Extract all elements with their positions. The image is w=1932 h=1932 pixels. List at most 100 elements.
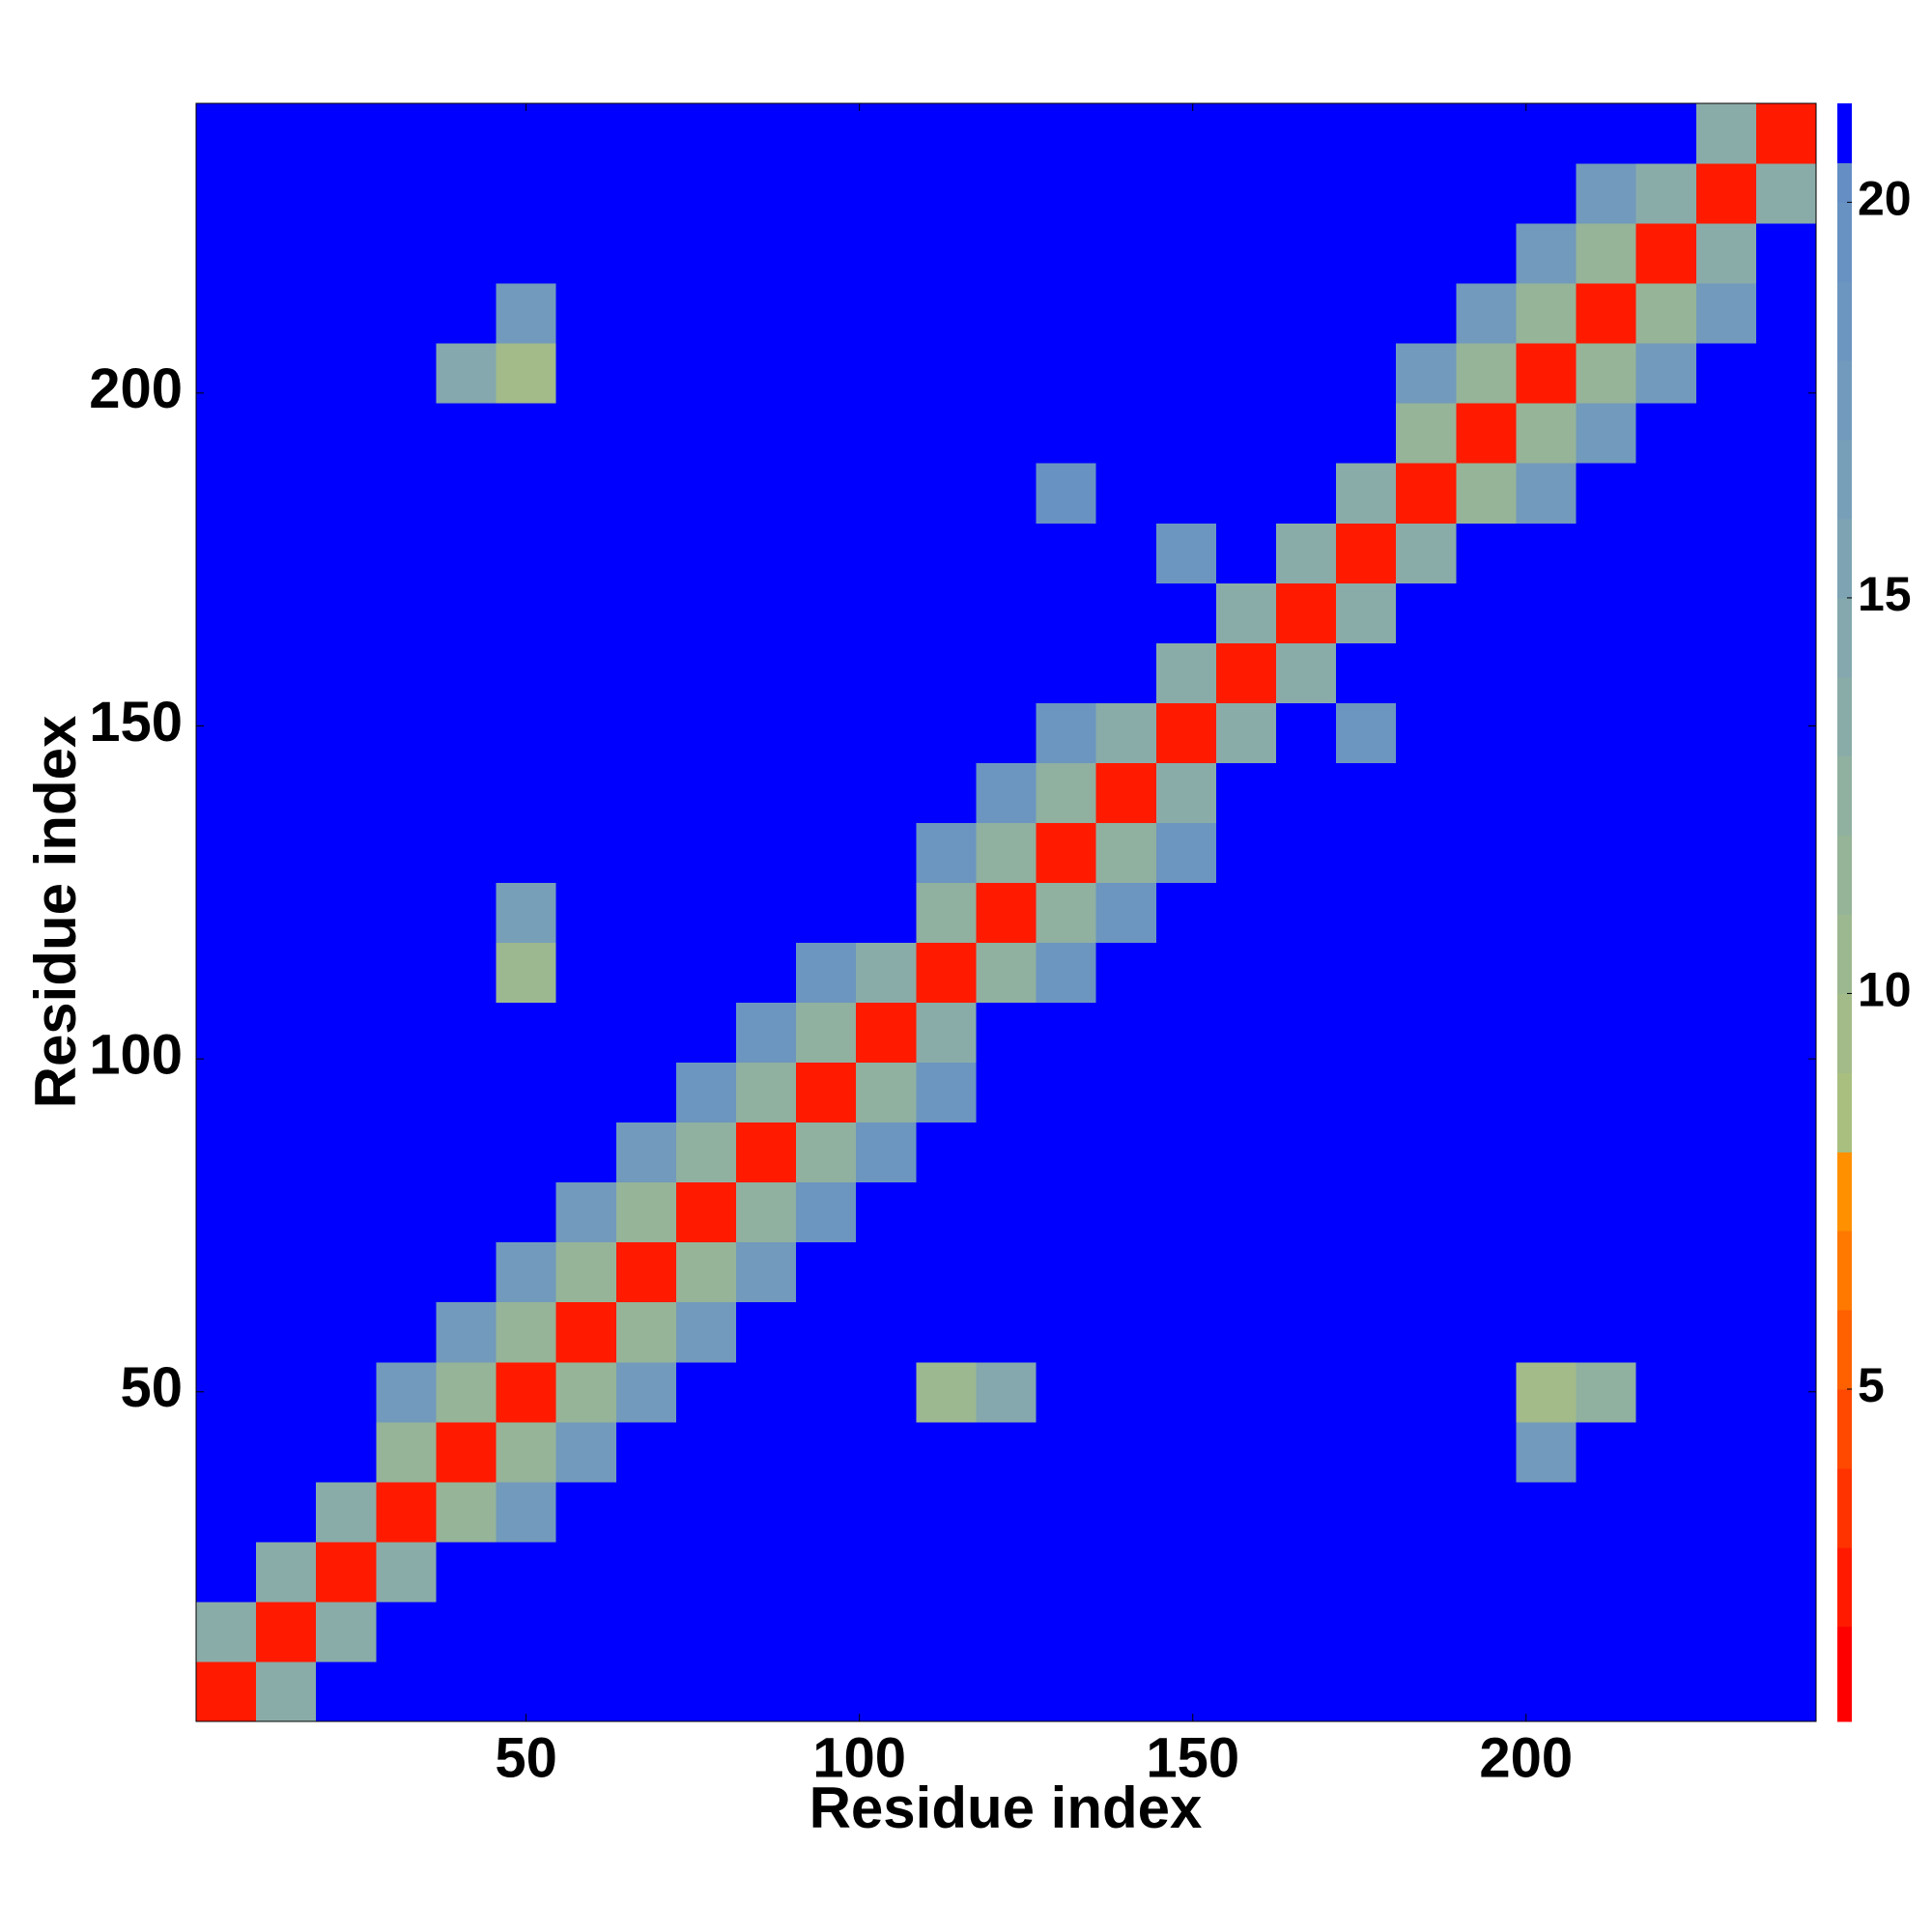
heatmap-cell [1576,1301,1637,1363]
heatmap-cell [496,403,557,464]
heatmap-cell [256,1421,317,1483]
heatmap-cell [1155,1241,1217,1303]
heatmap-cell [496,163,557,224]
heatmap-cell [1215,223,1277,284]
heatmap-cell [1635,642,1697,703]
heatmap-cell [796,1361,857,1423]
heatmap-cell [1755,1122,1817,1183]
heatmap-cell [916,1241,977,1303]
heatmap-cell [1456,1421,1517,1483]
heatmap-cell [976,1122,1037,1183]
heatmap-cell [436,1122,497,1183]
heatmap-cell [1036,463,1097,524]
heatmap-cell [496,1361,557,1423]
heatmap-cell [916,1122,977,1183]
heatmap-cell [1516,1541,1577,1603]
heatmap-cell [736,403,797,464]
colorbar-segment [1837,597,1852,678]
heatmap-cell [976,582,1037,643]
heatmap-cell [316,1481,377,1543]
heatmap-cell [316,1361,377,1423]
heatmap-cell [736,343,797,404]
heatmap-cell [1095,1601,1157,1662]
heatmap-cell [1276,1361,1337,1423]
heatmap-cell [1456,463,1517,524]
heatmap-cell [1155,1601,1217,1662]
heatmap-cell [1456,283,1517,344]
heatmap-cell [316,642,377,703]
heatmap-cell [1635,103,1697,164]
heatmap-cell [1336,283,1397,344]
heatmap-cell [1456,1002,1517,1064]
heatmap-cell [436,1241,497,1303]
heatmap-cell [615,942,677,1004]
heatmap-cell [316,1301,377,1363]
heatmap-cell [256,103,317,164]
colorbar-segment [1837,755,1852,837]
heatmap-cell [1155,223,1217,284]
heatmap-cell [376,1421,437,1483]
heatmap-cell [376,762,437,823]
heatmap-cell [916,1361,977,1423]
heatmap-cell [1695,882,1757,944]
heatmap-cell [1456,223,1517,284]
heatmap-cell [1095,103,1157,164]
heatmap-cell [856,1421,917,1483]
heatmap-cell [1576,1122,1637,1183]
heatmap-cell [1635,1181,1697,1243]
heatmap-cell [1755,1481,1817,1543]
heatmap-cell [1036,1002,1097,1064]
heatmap-cell [196,1541,257,1603]
heatmap-cell [256,642,317,703]
heatmap-cell [555,283,617,344]
heatmap-cell [1516,403,1577,464]
heatmap-cell [1095,1181,1157,1243]
heatmap-cell [256,1361,317,1423]
heatmap-cell [1695,1421,1757,1483]
heatmap-cell [856,343,917,404]
heatmap-cell [856,642,917,703]
heatmap-cell [1695,1481,1757,1543]
heatmap-cell [1635,1122,1697,1183]
heatmap-cell [555,223,617,284]
heatmap-cell [256,822,317,883]
heatmap-cell [436,762,497,823]
heatmap-cell [1155,582,1217,643]
heatmap-cell [376,1541,437,1603]
heatmap-cell [615,463,677,524]
heatmap-cell [1456,1062,1517,1123]
heatmap-cell [1095,403,1157,464]
heatmap-cell [976,223,1037,284]
heatmap-cell [916,882,977,944]
heatmap-cell [256,882,317,944]
heatmap-cell [1576,283,1637,344]
colorbar-segment [1837,1547,1852,1628]
heatmap-cell [1576,1241,1637,1303]
heatmap-cell [1215,463,1277,524]
heatmap-cell [1095,463,1157,524]
heatmap-cell [196,463,257,524]
heatmap-cell [736,223,797,284]
heatmap-cell [675,1541,737,1603]
heatmap-cell [436,163,497,224]
heatmap-cell [1155,343,1217,404]
heatmap-cell [1215,942,1277,1004]
heatmap-cell [615,1181,677,1243]
x-axis-label: Residue index [810,1776,1203,1840]
heatmap-cell [1336,1541,1397,1603]
heatmap-cell [916,1421,977,1483]
heatmap-cell [916,283,977,344]
heatmap-cell [1396,163,1457,224]
heatmap-cell [1155,882,1217,944]
heatmap-cell [736,1421,797,1483]
heatmap-cell [916,642,977,703]
heatmap-cell [1155,523,1217,583]
heatmap-cell [1095,1481,1157,1543]
heatmap-cell [675,582,737,643]
heatmap-cell [1215,1361,1277,1423]
heatmap-cell [555,1062,617,1123]
heatmap-cell [1396,822,1457,883]
heatmap-cell [1095,642,1157,703]
heatmap-cell [976,1301,1037,1363]
heatmap-cell [1336,103,1397,164]
